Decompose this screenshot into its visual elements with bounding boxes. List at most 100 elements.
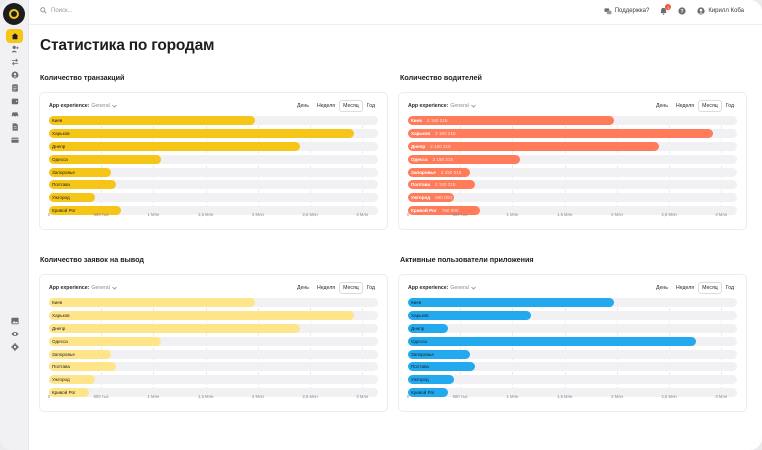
support-label: Поддержка? <box>614 8 650 14</box>
bar-amount-label: 750 000 <box>441 208 459 214</box>
search-box[interactable]: Поиск... <box>40 7 73 14</box>
bar[interactable]: Ужгород 650 000 <box>408 193 454 203</box>
bar-amount-label: 2 150 215 <box>435 130 456 136</box>
tick-label: 1 Млн <box>147 212 160 217</box>
bar[interactable]: Киев 2 150 215 <box>408 116 614 125</box>
card-icon[interactable] <box>7 133 22 146</box>
support-button[interactable]: Поддержка? <box>604 7 650 15</box>
wallet-icon[interactable] <box>7 94 22 107</box>
app-experience-dropdown[interactable]: App experience: General <box>408 285 476 291</box>
tick-label: 0 <box>47 394 51 399</box>
help-button[interactable]: ? <box>678 7 686 15</box>
period-tab[interactable]: Год <box>366 285 375 291</box>
bar-amount-label: 650 000 <box>435 195 452 201</box>
bar-city-label: Харьков <box>411 312 429 318</box>
period-tab[interactable]: Месяц <box>698 100 722 112</box>
bar-track: Киев <box>49 116 378 125</box>
app-experience-label: App experience: <box>49 285 90 291</box>
bar-track: Киев <box>408 298 737 307</box>
period-tab[interactable]: Месяц <box>339 282 363 294</box>
app-experience-dropdown[interactable]: App experience: General <box>49 285 117 291</box>
help-icon: ? <box>678 7 686 15</box>
period-tab[interactable]: Год <box>725 103 734 109</box>
bar[interactable]: Полтава <box>408 362 475 372</box>
bar[interactable]: Кривой Рог <box>49 206 122 216</box>
bar[interactable]: Днепр 2 150 215 <box>408 141 659 151</box>
search-input[interactable]: Поиск... <box>51 7 73 14</box>
home-icon[interactable] <box>6 29 23 43</box>
bar[interactable]: Ужгород <box>49 193 95 203</box>
bar[interactable]: Кривой Рог <box>408 388 448 398</box>
period-tab[interactable]: Год <box>366 103 375 109</box>
bar[interactable]: Киев <box>49 298 255 307</box>
bar-track: Полтава <box>408 362 737 372</box>
page-title: Статистика по городам <box>40 37 215 54</box>
period-tab[interactable]: Месяц <box>698 282 722 294</box>
period-tab[interactable]: Неделя <box>676 285 695 291</box>
bar[interactable]: Одесса 2 150 215 <box>408 154 520 164</box>
transfer-icon[interactable] <box>7 55 22 68</box>
bar-track: Ужгород 650 000 <box>408 193 737 203</box>
bar[interactable]: Ужгород <box>408 375 454 385</box>
user-circle-icon[interactable] <box>7 68 22 81</box>
bar-city-label: Полтава <box>52 182 70 188</box>
period-tab[interactable]: День <box>297 103 309 109</box>
bar[interactable]: Запоровье <box>49 349 111 359</box>
bar[interactable]: Днепр <box>49 141 300 151</box>
bar[interactable]: Запоровье <box>49 167 111 177</box>
add-user-icon[interactable] <box>7 42 22 55</box>
bar[interactable]: Днепр <box>49 323 300 333</box>
bar[interactable]: Киев <box>408 298 614 307</box>
bar[interactable]: Полтава 2 150 215 <box>408 180 475 190</box>
bar[interactable]: Харьков 2 150 215 <box>408 128 713 138</box>
app-experience-label: App experience: <box>49 103 90 109</box>
app-experience-dropdown[interactable]: App experience: General <box>49 103 117 109</box>
chart-card: App experience: General День Неделя Месяц Год… <box>398 92 747 230</box>
bar-track: Одесса <box>408 336 737 346</box>
bar[interactable]: Запоровье <box>408 349 470 359</box>
period-tab[interactable]: День <box>656 285 668 291</box>
bar-city-label: Одесса <box>52 338 68 344</box>
period-tab[interactable]: Неделя <box>676 103 695 109</box>
bar[interactable]: Харьков <box>49 128 354 138</box>
bar[interactable]: Харьков <box>49 310 354 320</box>
bar-list: Киев 2 150 215 Харьков 2 150 215 Днепр 2 150 … <box>408 116 737 219</box>
period-tabs: День Неделя Месяц Год <box>293 282 379 294</box>
app-experience-label: App experience: <box>408 285 449 291</box>
settings-icon[interactable] <box>7 340 22 353</box>
document-list-icon[interactable] <box>7 120 22 133</box>
bar[interactable]: Харьков <box>408 310 532 320</box>
x-axis: 0 500 тыс 1 Млн 1,5 Млн 2 Млн 2,5 Млн 3 Млн <box>47 394 378 402</box>
bar[interactable]: Одесса <box>408 336 697 346</box>
user-menu[interactable]: Кирилл Коба <box>697 7 744 15</box>
period-tab[interactable]: День <box>656 103 668 109</box>
image-icon[interactable] <box>7 314 22 327</box>
bar[interactable]: Одесса <box>49 154 161 164</box>
period-tab[interactable]: День <box>297 285 309 291</box>
chevron-down-icon <box>112 286 117 290</box>
bar[interactable]: Одесса <box>49 336 161 346</box>
user-name: Кирилл Коба <box>708 8 744 14</box>
bar[interactable]: Кривой Рог 750 000 <box>408 206 481 216</box>
logo[interactable] <box>3 3 25 25</box>
bar-track: Киев 2 150 215 <box>408 116 737 125</box>
period-tab[interactable]: Месяц <box>339 100 363 112</box>
bar[interactable]: Запоровье 2 150 215 <box>408 167 470 177</box>
bar[interactable]: Полтава <box>49 362 116 372</box>
period-tab[interactable]: Год <box>725 285 734 291</box>
period-tab[interactable]: Неделя <box>317 285 336 291</box>
eye-icon[interactable] <box>7 327 22 340</box>
bar[interactable]: Днепр <box>408 323 448 333</box>
bar[interactable]: Кривой Рог <box>49 388 89 398</box>
notifications-button[interactable]: 1 <box>660 4 672 15</box>
app-experience-dropdown[interactable]: App experience: General <box>408 103 476 109</box>
bar-amount-label: 2 150 215 <box>435 182 456 188</box>
document-icon[interactable] <box>7 81 22 94</box>
card-header: App experience: General День Неделя Месяц Год <box>49 100 379 112</box>
bar[interactable]: Ужгород <box>49 375 95 385</box>
car-icon[interactable] <box>7 107 22 120</box>
bar[interactable]: Полтава <box>49 180 116 190</box>
bar-city-label: Запоровье <box>52 351 75 357</box>
bar[interactable]: Киев <box>49 116 255 125</box>
period-tab[interactable]: Неделя <box>317 103 336 109</box>
